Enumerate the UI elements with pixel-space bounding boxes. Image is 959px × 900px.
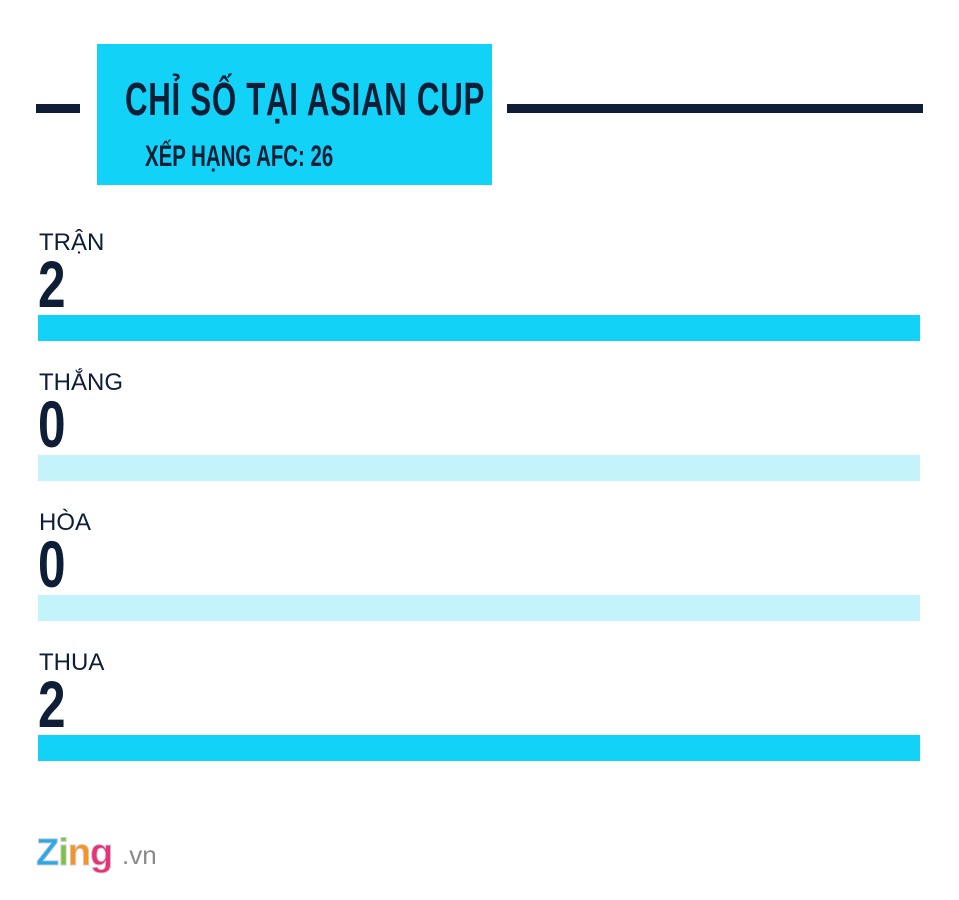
stat-row: TRẬN 2 [38, 229, 920, 359]
bar [38, 735, 920, 761]
chart-title: CHỈ SỐ TẠI ASIAN CUP [125, 73, 486, 125]
stat-row: THUA 2 [38, 649, 920, 779]
header-rule-left [36, 104, 80, 113]
stat-value: 0 [38, 387, 66, 461]
zing-logo: Zing [35, 832, 113, 875]
stat-row: THẮNG 0 [38, 369, 920, 499]
logo-suffix: .vn [122, 840, 157, 870]
stat-value: 2 [38, 667, 66, 741]
bar [38, 315, 920, 341]
bar-track [38, 595, 920, 621]
stat-value: 0 [38, 527, 66, 601]
bar-track [38, 315, 920, 341]
bar-track [38, 455, 920, 481]
stat-value: 2 [38, 247, 66, 321]
header-rule-right [507, 104, 923, 113]
stat-label: TRẬN [39, 229, 105, 256]
stat-row: HÒA 0 [38, 509, 920, 639]
title-box: CHỈ SỐ TẠI ASIAN CUP XẾP HẠNG AFC: 26 [97, 44, 492, 185]
bar-track [38, 735, 920, 761]
stat-label: HÒA [39, 509, 92, 536]
stat-label: THẮNG [39, 369, 123, 396]
chart-subtitle: XẾP HẠNG AFC: 26 [145, 140, 334, 173]
stat-label: THUA [39, 649, 105, 676]
